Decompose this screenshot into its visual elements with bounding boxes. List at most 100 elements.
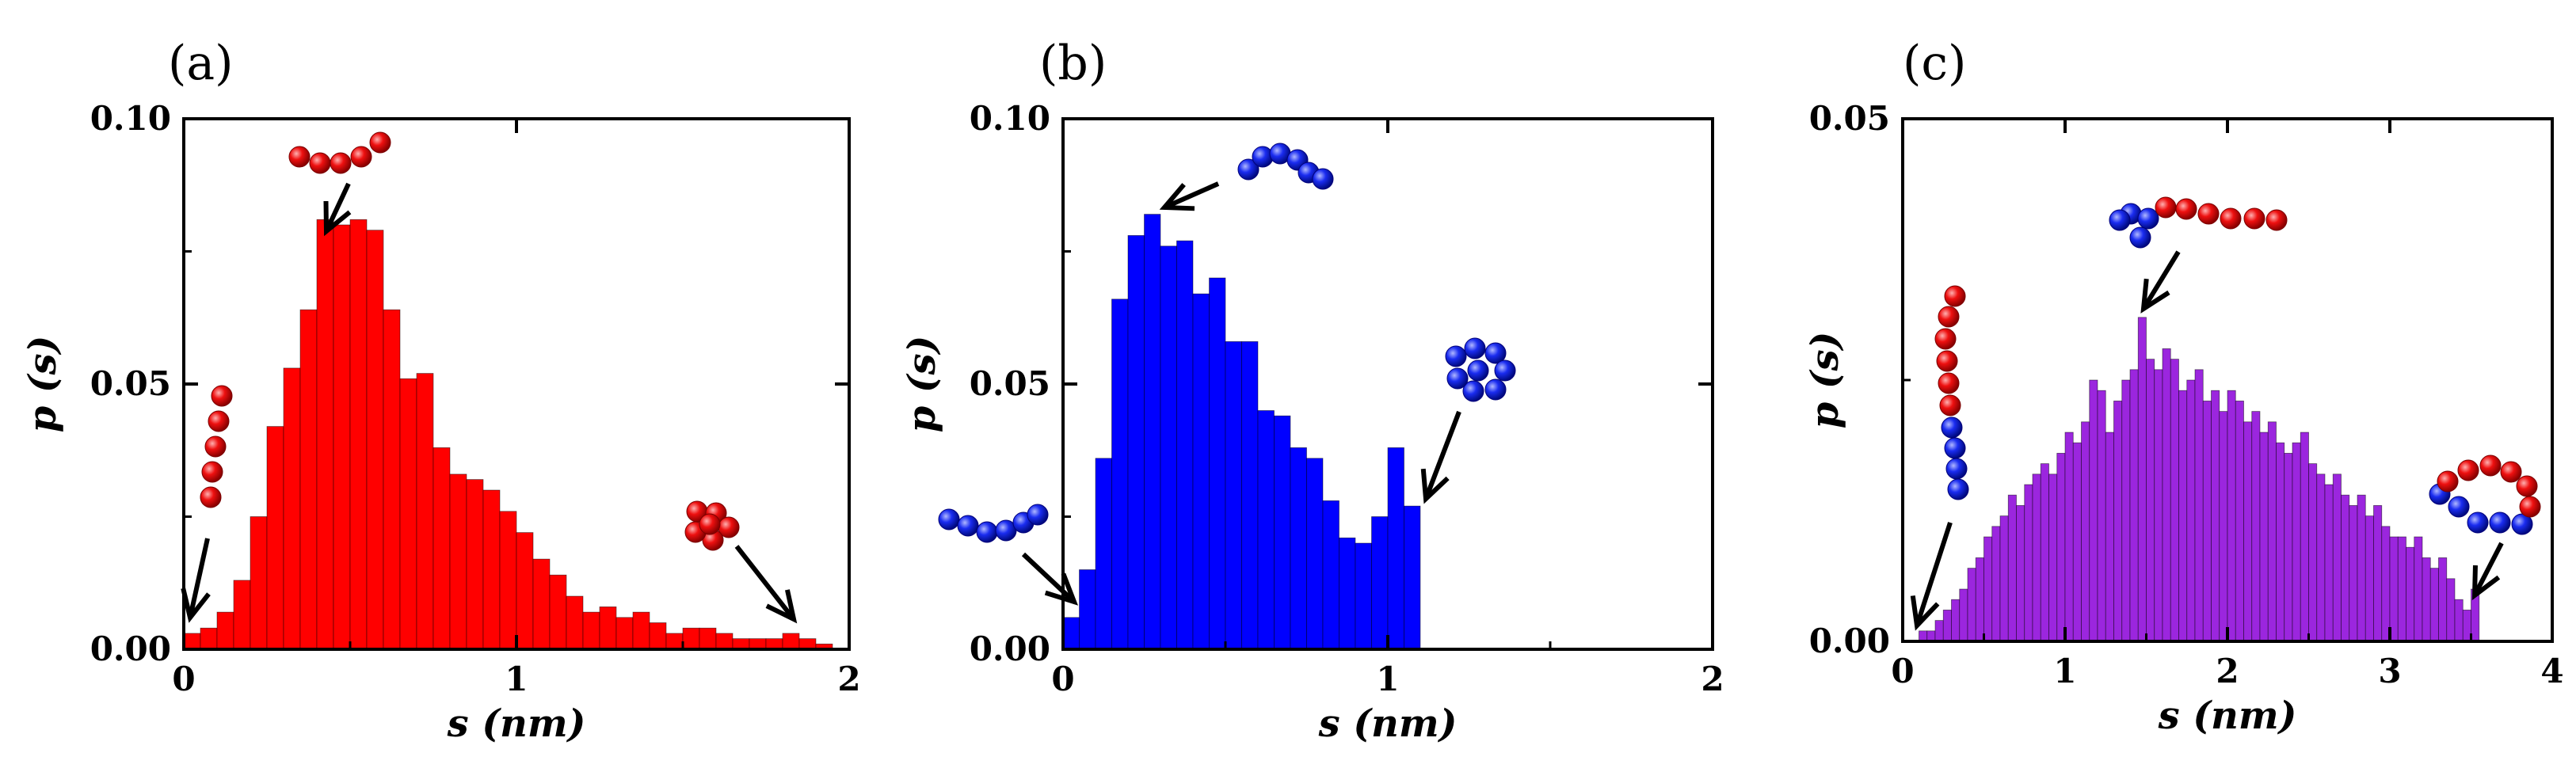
blue-bead bbox=[1446, 367, 1469, 390]
bar bbox=[2381, 526, 2391, 642]
bar bbox=[2219, 411, 2228, 642]
bar bbox=[2462, 610, 2471, 642]
bar bbox=[416, 373, 434, 650]
arrow-b-right-head bbox=[1420, 468, 1450, 504]
bar bbox=[1144, 214, 1161, 650]
bar bbox=[2446, 578, 2456, 642]
bar bbox=[682, 627, 700, 650]
blue-bead bbox=[1027, 504, 1049, 526]
bar bbox=[2105, 432, 2114, 642]
bar bbox=[1967, 568, 1976, 642]
y-tick-label: 0.10 bbox=[970, 99, 1050, 138]
bar bbox=[516, 532, 534, 650]
bar bbox=[2332, 473, 2342, 642]
red-bead bbox=[699, 513, 721, 535]
red-bead bbox=[204, 435, 227, 458]
red-bead bbox=[2437, 470, 2459, 492]
panel-label: (b) bbox=[1039, 36, 1107, 91]
bar bbox=[1942, 610, 1952, 642]
y-tick-label: 0.05 bbox=[1809, 99, 1890, 138]
arrow-b-peak-head bbox=[1159, 183, 1195, 211]
x-tick-label: 0 bbox=[1891, 652, 1914, 690]
x-tick-label: 0 bbox=[172, 660, 195, 698]
bar bbox=[699, 627, 717, 650]
bar bbox=[566, 595, 584, 650]
panel-label: (c) bbox=[1903, 36, 1966, 91]
bar bbox=[2259, 432, 2269, 642]
bar bbox=[1371, 516, 1389, 650]
bar bbox=[2064, 432, 2074, 642]
bar bbox=[1062, 617, 1080, 650]
bar bbox=[433, 447, 451, 650]
bar bbox=[749, 638, 767, 650]
arrow-a-tail-head bbox=[765, 589, 798, 624]
red-bead bbox=[309, 152, 331, 174]
x-tick-label: 4 bbox=[2540, 652, 2563, 690]
arrow-c-left-shaft bbox=[1915, 522, 1953, 626]
red-bead bbox=[350, 146, 372, 168]
bar bbox=[349, 219, 368, 650]
bar bbox=[2438, 557, 2448, 642]
bar bbox=[1951, 599, 1961, 642]
bar bbox=[299, 309, 318, 650]
blue-bead bbox=[2448, 496, 2470, 518]
bar bbox=[1079, 569, 1096, 650]
red-bead bbox=[2516, 475, 2538, 497]
bar bbox=[283, 367, 301, 650]
bar bbox=[599, 607, 617, 650]
red-bead bbox=[211, 385, 233, 407]
arrow-c-tail-head bbox=[2471, 565, 2501, 601]
bar bbox=[2113, 400, 2123, 642]
bar bbox=[2121, 379, 2131, 642]
y-axis-label: p (s) bbox=[1803, 332, 1847, 429]
red-bead bbox=[208, 410, 230, 432]
blue-bead bbox=[1484, 342, 1507, 364]
bar bbox=[2227, 390, 2236, 642]
bar bbox=[715, 633, 734, 650]
bar bbox=[2276, 442, 2285, 642]
y-axis-label: p (s) bbox=[900, 336, 944, 433]
bar bbox=[1257, 410, 1275, 650]
bar bbox=[2178, 390, 2188, 642]
bar bbox=[2048, 473, 2058, 642]
x-axis-label: s (nm) bbox=[1318, 702, 1458, 746]
bar bbox=[532, 558, 551, 650]
bar bbox=[2373, 505, 2383, 642]
bar bbox=[1404, 505, 1421, 650]
bar bbox=[183, 633, 201, 650]
arrow-b-peak-shaft bbox=[1163, 181, 1220, 210]
bar bbox=[2414, 536, 2423, 642]
y-axis-label: p (s) bbox=[21, 336, 65, 433]
blue-bead bbox=[1945, 458, 1968, 480]
bar bbox=[399, 378, 417, 650]
bar bbox=[1999, 515, 2009, 642]
red-bead bbox=[2220, 207, 2242, 230]
blue-bead bbox=[1312, 168, 1334, 190]
red-bead bbox=[201, 461, 223, 483]
blue-bead bbox=[1464, 337, 1486, 359]
bar bbox=[466, 479, 484, 650]
arrow-c-peak-head bbox=[2140, 278, 2170, 314]
red-bead bbox=[1936, 350, 1958, 372]
bar bbox=[1959, 588, 1968, 642]
blue-bead bbox=[2137, 207, 2159, 230]
bar bbox=[2040, 463, 2049, 642]
bar bbox=[1225, 340, 1242, 650]
bar bbox=[2089, 379, 2098, 642]
x-tick-label: 1 bbox=[2053, 652, 2076, 690]
bar bbox=[1934, 620, 1944, 642]
red-bead bbox=[2197, 203, 2220, 225]
panel-b: 0 1 2 0.00 0.05 0.10 s (nm) p (s) (b) bbox=[900, 36, 1724, 746]
arrow-a-left-shaft bbox=[188, 538, 210, 618]
bar bbox=[2007, 494, 2017, 642]
red-bead bbox=[2457, 459, 2479, 481]
red-bead bbox=[2479, 454, 2502, 477]
bar bbox=[2422, 557, 2431, 642]
bar bbox=[2024, 484, 2033, 642]
bar bbox=[1983, 536, 1993, 642]
bar bbox=[2389, 536, 2399, 642]
x-tick-label: 2 bbox=[837, 660, 860, 698]
bar bbox=[2056, 453, 2066, 642]
bar bbox=[2032, 473, 2041, 642]
bar bbox=[2154, 369, 2163, 642]
